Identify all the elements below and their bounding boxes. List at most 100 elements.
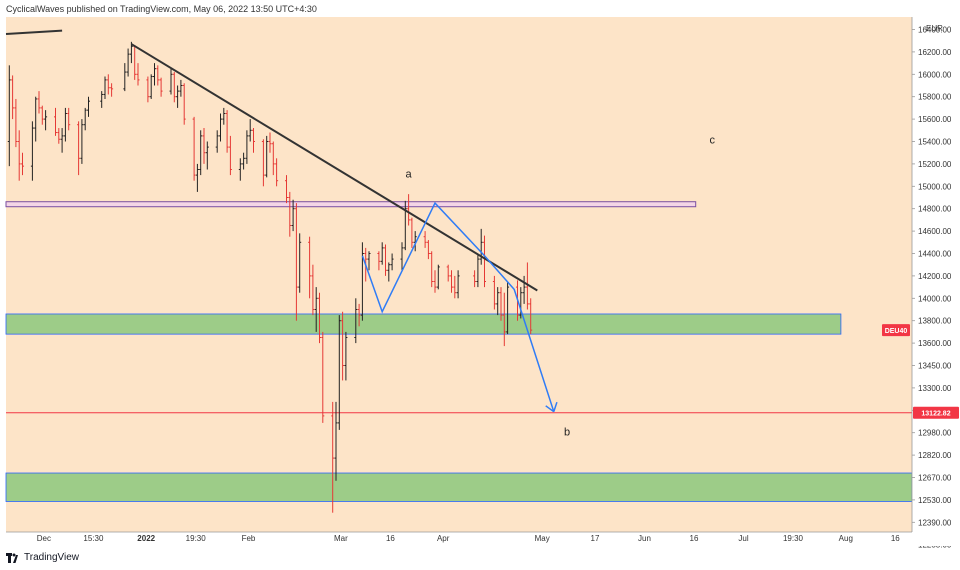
candle (176, 85, 180, 108)
candle (476, 253, 480, 288)
projection-path (361, 201, 558, 413)
candle (380, 242, 384, 265)
candle (331, 401, 335, 513)
time-tick-label: 16 (386, 534, 395, 543)
wave-label-a: a (406, 168, 413, 180)
time-tick-label: Mar (334, 534, 348, 543)
time-axis[interactable]: Dec 15:30 2022 19:30 Feb Mar 16 Apr May 17 Jun 16 Ju… (0, 531, 960, 546)
candle (222, 107, 226, 125)
candle (7, 65, 11, 167)
candle (433, 270, 437, 293)
candle (83, 107, 87, 131)
time-tick-label: 16 (891, 534, 900, 543)
candle (169, 68, 173, 95)
price-tick-label: 13300.00 (918, 384, 952, 393)
candle (103, 76, 107, 99)
time-tick-label: 2022 (137, 534, 155, 543)
candle (44, 110, 48, 131)
time-tick-label: 19:30 (186, 534, 207, 543)
candle (387, 262, 391, 282)
time-tick-label: 17 (591, 534, 600, 543)
price-tick-label: 15400.00 (918, 138, 952, 147)
candle (261, 139, 265, 187)
candle (77, 121, 81, 176)
price-tick-label: 15000.00 (918, 182, 952, 191)
candle (17, 130, 21, 181)
time-tick-label: Dec (37, 534, 51, 543)
price-tick-label: 12980.00 (918, 429, 952, 438)
candle (318, 292, 321, 344)
horizontal-levels (5, 201, 912, 414)
candle (136, 63, 140, 86)
candle (245, 130, 249, 164)
candle (248, 119, 252, 142)
candle (519, 287, 523, 319)
candle (403, 200, 407, 251)
price-tick-label: 14400.00 (918, 250, 952, 259)
time-tick-label: May (535, 534, 550, 543)
price-tick-label: 15600.00 (918, 115, 952, 124)
trendline-2 (130, 43, 538, 292)
time-tick-label: Feb (242, 534, 256, 543)
candle (153, 63, 156, 86)
price-tick-label: 16000.00 (918, 70, 952, 79)
candle (506, 281, 510, 335)
candle (54, 107, 57, 136)
candle (377, 251, 381, 271)
publication-header: CyclicalWaves published on TradingView.c… (6, 4, 317, 14)
candle (106, 74, 110, 95)
candle (314, 287, 318, 332)
candle (334, 401, 338, 481)
candle (179, 79, 183, 97)
candle (110, 83, 114, 97)
candle (156, 65, 160, 86)
candle (238, 158, 242, 181)
price-tick-label: 14800.00 (918, 205, 952, 214)
candle (496, 287, 500, 316)
candle (57, 128, 61, 144)
candle (426, 240, 430, 260)
candle (384, 244, 387, 276)
trendline-1 (5, 29, 63, 35)
candle (14, 98, 18, 148)
candle (182, 83, 186, 125)
candle (321, 331, 325, 423)
candle (275, 158, 279, 187)
candle (11, 75, 15, 120)
candle (268, 132, 272, 153)
candle (63, 107, 67, 142)
time-tick-label: 19:30 (783, 534, 804, 543)
candle (450, 270, 453, 293)
plot-background (6, 17, 912, 545)
time-tick-label: Jun (638, 534, 651, 543)
candle (202, 128, 206, 164)
tradingview-footer[interactable]: TradingView (6, 552, 79, 563)
wave-label-b: b (564, 427, 570, 439)
candle (344, 331, 348, 381)
price-tick-label: 14000.00 (918, 294, 952, 303)
candle (529, 298, 533, 335)
candle (294, 203, 298, 321)
candle (60, 128, 64, 153)
time-tick-label: Jul (738, 534, 748, 543)
candle (172, 72, 176, 103)
currency-label: EUR (926, 24, 943, 33)
wave-label-c: c (709, 135, 715, 147)
candle (21, 152, 24, 176)
candle (390, 253, 394, 271)
candle (446, 264, 450, 282)
candle (252, 128, 255, 153)
symbol-tag-text: DEU40 (885, 328, 908, 335)
candle (502, 292, 506, 347)
candle (123, 63, 127, 92)
candle (228, 135, 232, 176)
candle (159, 77, 163, 97)
candle (37, 91, 41, 114)
candle (149, 74, 153, 99)
candle (271, 141, 275, 176)
candle (146, 76, 150, 103)
candle (87, 96, 90, 117)
price-tick-label: 16400.00 (918, 26, 952, 35)
